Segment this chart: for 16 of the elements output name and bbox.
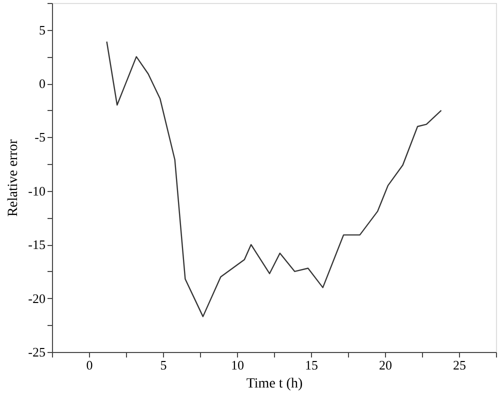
y-tick-label: -20: [28, 290, 46, 306]
y-tick-label: 5: [39, 22, 46, 38]
x-tick-label: 25: [453, 358, 466, 372]
x-tick-label: 15: [305, 358, 318, 372]
y-tick-label: -15: [28, 237, 46, 252]
y-axis-title: Relative error: [6, 138, 22, 217]
line-series: [106, 41, 442, 318]
y-tick-label: -5: [34, 130, 46, 145]
y-tick-label: -25: [28, 344, 46, 360]
y-tick-label: -10: [28, 183, 46, 198]
x-axis-title: Time t (h): [246, 376, 303, 392]
y-tick-label: 0: [39, 76, 46, 92]
x-tick-label: 20: [379, 358, 392, 372]
x-tick-label: 5: [160, 358, 167, 372]
x-tick-label: 10: [231, 358, 244, 372]
x-tick-label: 0: [86, 358, 93, 372]
